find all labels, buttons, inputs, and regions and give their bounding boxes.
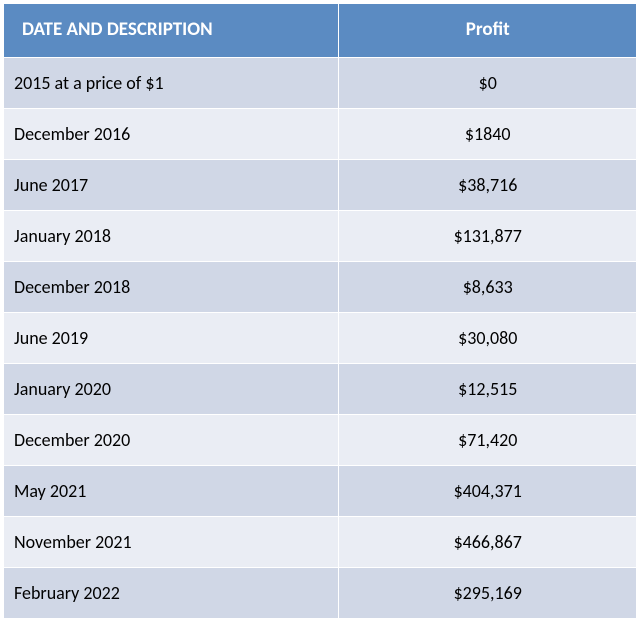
cell-date: May 2021 <box>4 466 339 517</box>
cell-date: December 2018 <box>4 262 339 313</box>
cell-date: December 2016 <box>4 109 339 160</box>
cell-date: February 2022 <box>4 568 339 619</box>
table-row: December 2018 $8,633 <box>4 262 637 313</box>
table-row: November 2021 $466,867 <box>4 517 637 568</box>
table-row: December 2020 $71,420 <box>4 415 637 466</box>
cell-date: December 2020 <box>4 415 339 466</box>
table-row: 2015 at a price of $1 $0 <box>4 58 637 109</box>
cell-profit: $1840 <box>339 109 637 160</box>
table-header-row: DATE AND DESCRIPTION Profit <box>4 4 637 58</box>
col-header-date: DATE AND DESCRIPTION <box>4 4 339 58</box>
cell-date: June 2019 <box>4 313 339 364</box>
cell-profit: $131,877 <box>339 211 637 262</box>
cell-profit: $404,371 <box>339 466 637 517</box>
cell-date: 2015 at a price of $1 <box>4 58 339 109</box>
cell-profit: $466,867 <box>339 517 637 568</box>
cell-profit: $71,420 <box>339 415 637 466</box>
table-row: June 2017 $38,716 <box>4 160 637 211</box>
cell-date: November 2021 <box>4 517 339 568</box>
table-row: January 2020 $12,515 <box>4 364 637 415</box>
cell-profit: $8,633 <box>339 262 637 313</box>
cell-date: January 2020 <box>4 364 339 415</box>
table-row: May 2021 $404,371 <box>4 466 637 517</box>
cell-profit: $38,716 <box>339 160 637 211</box>
cell-date: June 2017 <box>4 160 339 211</box>
table-row: December 2016 $1840 <box>4 109 637 160</box>
cell-profit: $30,080 <box>339 313 637 364</box>
table-row: January 2018 $131,877 <box>4 211 637 262</box>
table-row: February 2022 $295,169 <box>4 568 637 619</box>
cell-date: January 2018 <box>4 211 339 262</box>
profit-table: DATE AND DESCRIPTION Profit 2015 at a pr… <box>3 3 637 619</box>
table-row: June 2019 $30,080 <box>4 313 637 364</box>
cell-profit: $12,515 <box>339 364 637 415</box>
cell-profit: $0 <box>339 58 637 109</box>
cell-profit: $295,169 <box>339 568 637 619</box>
col-header-profit: Profit <box>339 4 637 58</box>
